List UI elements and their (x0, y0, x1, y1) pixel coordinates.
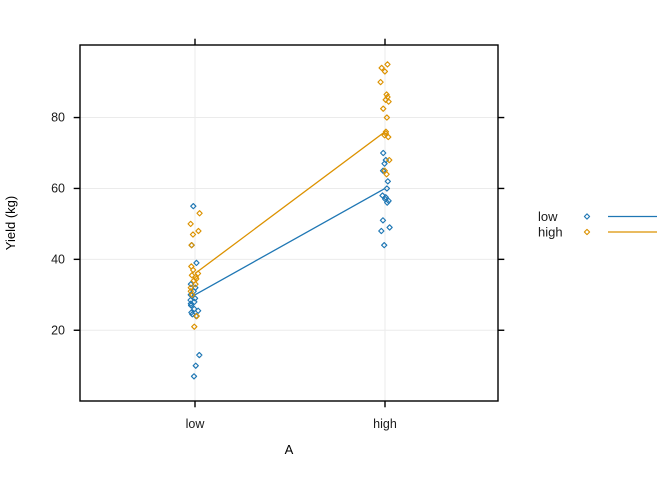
svg-text:low: low (186, 417, 206, 431)
svg-text:Yield (kg): Yield (kg) (3, 196, 18, 250)
svg-text:A: A (285, 442, 294, 457)
svg-text:high: high (373, 417, 397, 431)
svg-text:high: high (538, 225, 563, 240)
svg-text:low: low (538, 209, 558, 224)
svg-text:40: 40 (51, 252, 65, 266)
svg-text:20: 20 (51, 323, 65, 337)
svg-text:60: 60 (51, 181, 65, 195)
svg-text:80: 80 (51, 111, 65, 125)
